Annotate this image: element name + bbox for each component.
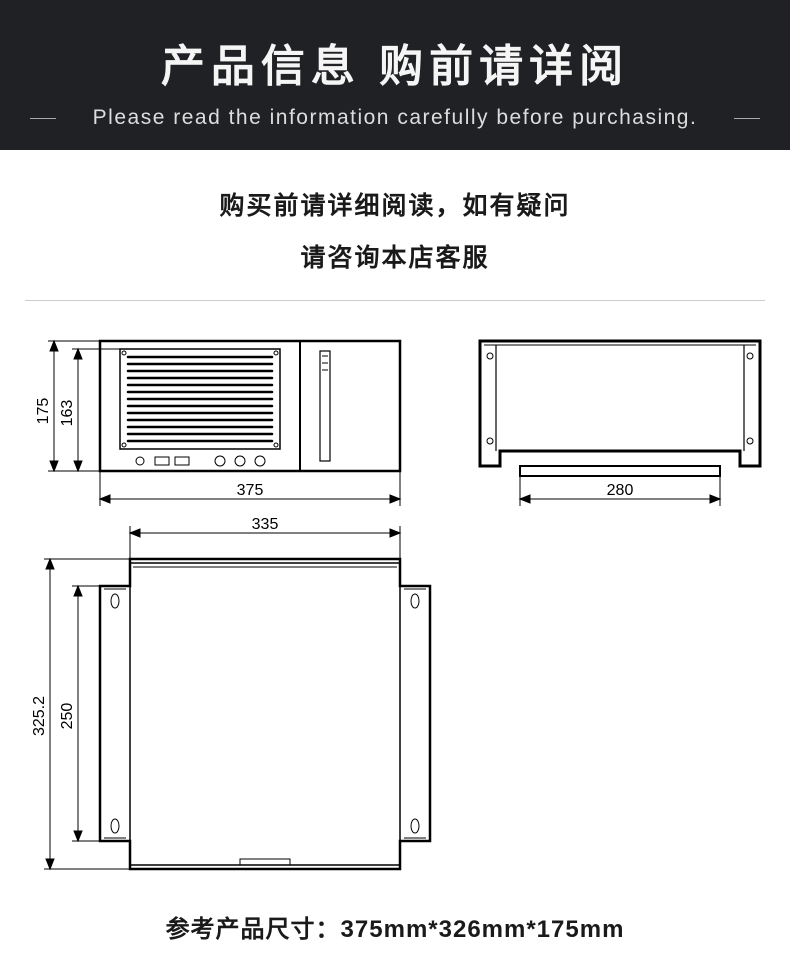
- front-view: 175 163 375: [35, 341, 400, 506]
- dim-325-2: 325.2: [31, 696, 48, 736]
- header-subtitle-en: Please read the information carefully be…: [56, 106, 734, 130]
- dim-175: 175: [35, 398, 52, 425]
- dim-375-front: 375: [237, 482, 264, 499]
- notice-line-1: 购买前请详细阅读，如有疑问: [0, 186, 790, 222]
- technical-drawings: 175 163 375: [0, 321, 790, 901]
- header-banner: 产品信息 购前请详阅 Please read the information c…: [0, 0, 790, 150]
- header-line-right: [734, 118, 760, 119]
- dim-280: 280: [607, 482, 634, 499]
- notice-line-2: 请咨询本店客服: [0, 238, 790, 274]
- side-view: 280: [480, 341, 760, 506]
- notice-block: 购买前请详细阅读，如有疑问 请咨询本店客服: [0, 150, 790, 300]
- header-subtitle-row: Please read the information carefully be…: [0, 106, 790, 130]
- dim-250: 250: [59, 703, 76, 730]
- section-divider: [25, 300, 765, 301]
- dim-335: 335: [252, 516, 279, 533]
- dim-163: 163: [59, 400, 76, 427]
- footer-dimensions: 参考产品尺寸：375mm*326mm*175mm: [0, 909, 790, 944]
- header-title-cn: 产品信息 购前请详阅: [161, 30, 629, 94]
- header-line-left: [30, 118, 56, 119]
- top-view: 335 250 325.2: [31, 516, 430, 869]
